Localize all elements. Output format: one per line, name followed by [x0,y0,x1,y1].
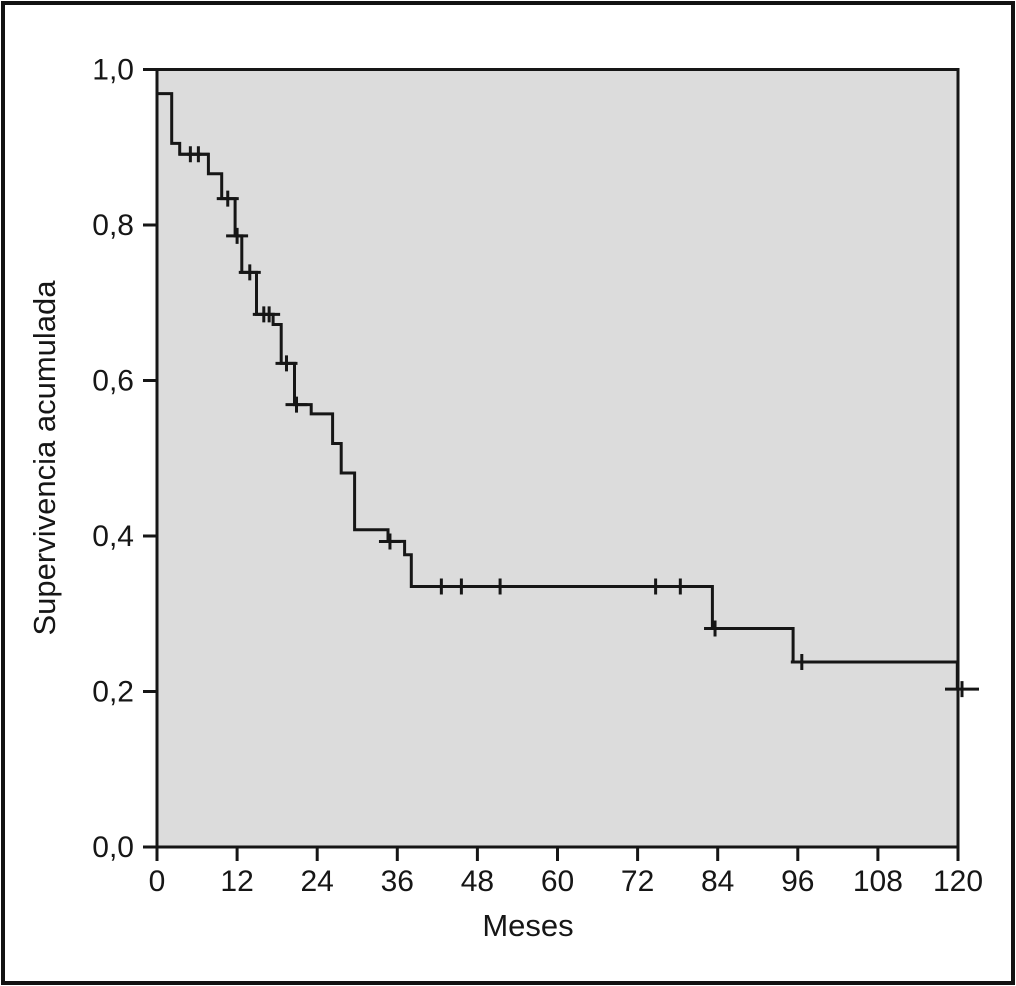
censored-mark [258,306,281,323]
censored-mark [945,681,980,698]
censored-mark [238,264,261,281]
y-tick-label: 0,4 [92,520,134,553]
censored-mark [704,620,727,637]
censored-mark [430,578,453,595]
x-tick-label: 72 [621,865,654,898]
y-tick-label: 0,2 [92,676,134,709]
censored-mark [216,190,239,207]
y-tick-label: 0,6 [92,365,134,398]
y-axis-title: Supervivencia acumulada [27,280,62,636]
plot-background [157,69,958,847]
x-tick-label: 36 [381,865,414,898]
censored-mark [285,396,308,413]
censored-mark [489,578,512,595]
y-tick-label: 1,0 [92,54,134,87]
censored-mark [450,578,473,595]
x-tick-label: 120 [933,865,983,898]
censored-mark [790,653,813,670]
x-tick-label: 96 [781,865,814,898]
censored-mark [275,355,298,372]
censored-mark [644,578,667,595]
censored-mark [669,578,692,595]
x-axis-title: Meses [482,908,573,943]
y-tick-label: 0,8 [92,209,134,242]
x-tick-label: 12 [220,865,253,898]
censored-mark [378,533,401,550]
x-tick-label: 60 [541,865,574,898]
x-tick-label: 84 [701,865,734,898]
x-tick-label: 48 [461,865,494,898]
x-tick-label: 0 [149,865,166,898]
x-tick-label: 108 [853,865,903,898]
y-tick-label: 0,0 [92,831,134,864]
censored-mark [226,227,249,244]
censored-mark [187,146,210,163]
x-tick-label: 24 [301,865,334,898]
